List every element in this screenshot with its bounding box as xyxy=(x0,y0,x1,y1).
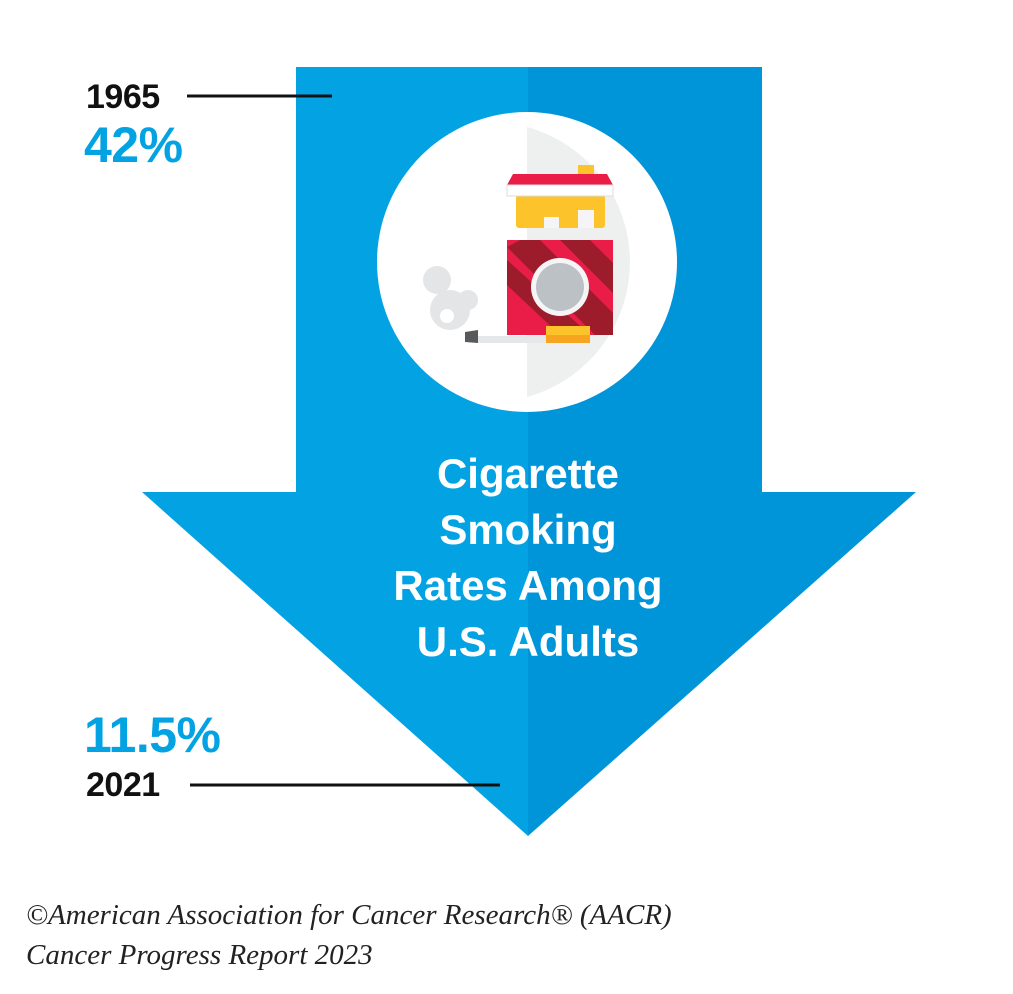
start-rate-value: 42% xyxy=(84,117,183,173)
title-line: U.S. Adults xyxy=(416,618,640,665)
infographic-title: Cigarette Smoking Rates Among U.S. Adult… xyxy=(328,446,728,670)
copyright-line: ©American Association for Cancer Researc… xyxy=(26,899,672,931)
title-line: Smoking xyxy=(439,506,617,553)
end-rate-value: 11.5% xyxy=(84,707,221,763)
end-year-label: 2021 xyxy=(86,766,160,804)
report-name-line: Cancer Progress Report 2023 xyxy=(26,939,373,971)
copyright-footer: ©American Association for Cancer Researc… xyxy=(26,895,672,975)
title-line: Rates Among xyxy=(393,562,663,609)
cigarette-pack-icon xyxy=(377,112,677,412)
title-line: Cigarette xyxy=(436,450,620,497)
start-year-label: 1965 xyxy=(86,78,160,116)
